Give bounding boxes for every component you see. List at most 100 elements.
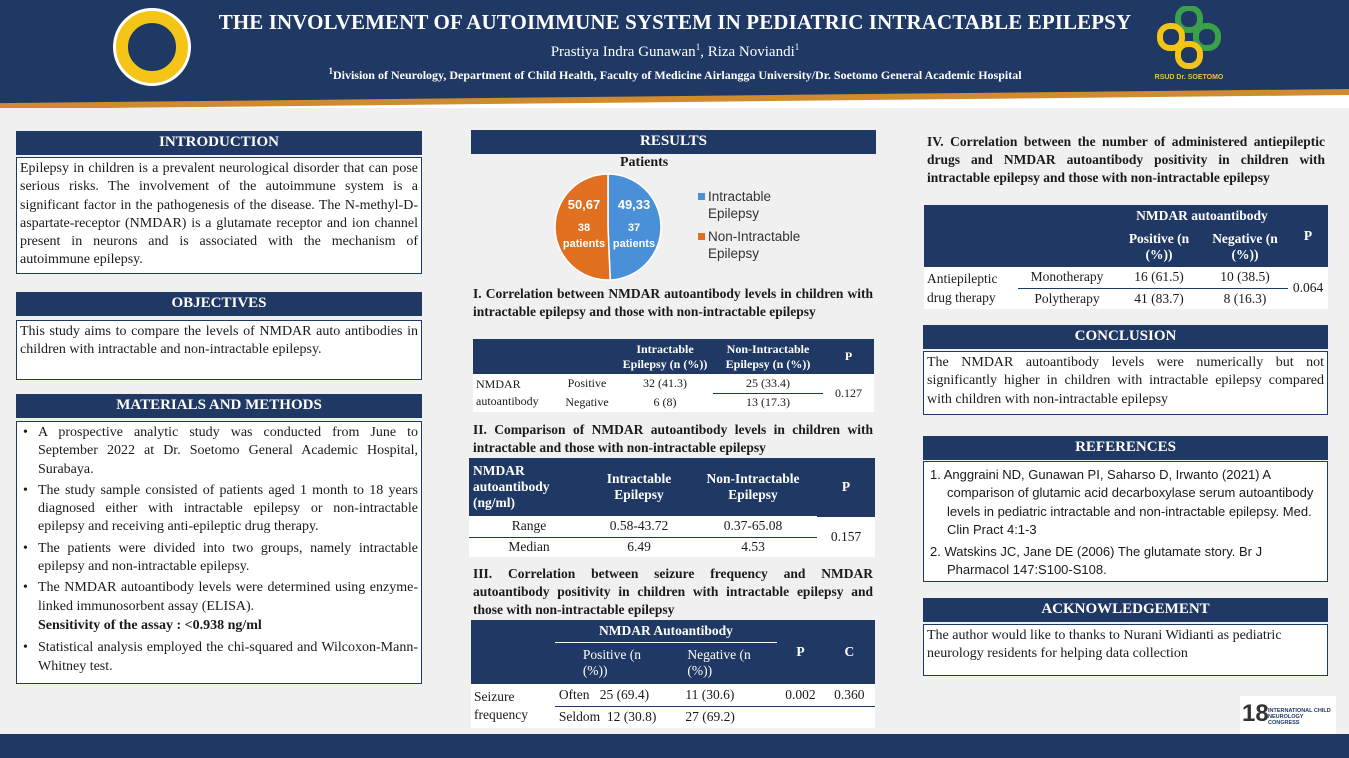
references-heading: REFERENCES bbox=[923, 436, 1328, 460]
hospital-logo-label: RSUD Dr. SOETOMO bbox=[1154, 74, 1224, 81]
legend-label: Non-Intractable Epilepsy bbox=[708, 229, 801, 261]
university-seal-logo bbox=[113, 8, 191, 86]
reference-item: 1. Anggraini ND, Gunawan PI, Saharso D, … bbox=[930, 467, 1314, 537]
t3-row1-positive: 25 (69.4) bbox=[599, 686, 650, 702]
pie-label-nonintractable-count: 38 bbox=[577, 222, 591, 234]
congress-logo: 18 INTERNATIONAL CHILD NEUROLOGY CONGRES… bbox=[1240, 696, 1336, 734]
methods-item: Statistical analysis employed the chi-sq… bbox=[20, 639, 418, 676]
t3-row1-label: Often bbox=[558, 686, 590, 702]
t2-header-intractable: Intractable Epilepsy bbox=[606, 471, 672, 502]
table2-title: II. Comparison of NMDAR autoantibody lev… bbox=[473, 422, 873, 455]
t1-row2-nonintractable: 13 (17.3) bbox=[746, 395, 790, 410]
t1-row2-intractable: 6 (8) bbox=[653, 395, 677, 409]
pie-label-intractable-unit: patients bbox=[612, 238, 656, 250]
hospital-logo-mark bbox=[1157, 5, 1221, 69]
t1-row1-label: Positive bbox=[567, 376, 607, 390]
t4-row-label: Antiepileptic drug therapy bbox=[927, 271, 998, 305]
t3-row2-label: Seldom bbox=[558, 709, 601, 725]
pie-legend: Intractable Epilepsy Non-Intractable Epi… bbox=[698, 188, 818, 268]
t1-row1-intractable: 32 (41.3) bbox=[643, 376, 687, 390]
t2-row2-intractable: 6.49 bbox=[627, 539, 651, 555]
t4-header-p: P bbox=[1303, 228, 1313, 243]
t3-header-positive: Positive (n (%)) bbox=[582, 647, 641, 679]
hospital-logo: RSUD Dr. SOETOMO bbox=[1150, 5, 1228, 94]
t2-row1-nonintractable: 0.37-65.08 bbox=[723, 518, 783, 534]
t3-row-label-text: Seizure frequency bbox=[474, 689, 528, 722]
t3-row2-negative: 27 (69.2) bbox=[685, 709, 735, 725]
t3-row1-negative: 11 (30.6) bbox=[685, 686, 735, 702]
t3-row2-positive: 12 (30.8) bbox=[606, 709, 657, 725]
t3-header-negative: Negative (n (%)) bbox=[687, 647, 751, 679]
t1-row-label: NMDAR autoantibody bbox=[476, 377, 539, 408]
t1-row2-label: Negative bbox=[565, 395, 609, 409]
author-1: Prastiya Indra Gunawan bbox=[550, 44, 696, 60]
t3-header-c: C bbox=[844, 644, 855, 659]
university-seal-center bbox=[126, 21, 178, 73]
affiliation: 1Division of Neurology, Department of Ch… bbox=[160, 66, 1190, 83]
table3-title: III. Correlation between seizure frequen… bbox=[473, 566, 873, 617]
t1-p-value: 0.127 bbox=[835, 385, 862, 400]
t4-p-value: 0.064 bbox=[1292, 280, 1324, 295]
t3-p-value: 0.002 bbox=[785, 686, 816, 702]
t4-corner bbox=[924, 205, 1116, 267]
methods-sensitivity: Sensitivity of the assay : <0.938 ng/ml bbox=[38, 617, 262, 633]
introduction-text: Epilepsy in children is a prevalent neur… bbox=[16, 157, 422, 274]
methods-item: A prospective analytic study was conduct… bbox=[20, 424, 418, 479]
author-2-affil: 1 bbox=[794, 42, 800, 52]
t4-header-negative: Negative (n (%)) bbox=[1212, 231, 1278, 262]
t3-c-value: 0.360 bbox=[834, 686, 865, 702]
poster-title: THE INVOLVEMENT OF AUTOIMMUNE SYSTEM IN … bbox=[218, 10, 1132, 34]
t4-row1-positive: 16 (61.5) bbox=[1134, 269, 1184, 285]
pie-label-nonintractable-pct: 50,67 bbox=[567, 197, 601, 212]
pie-label-nonintractable-unit: patients bbox=[562, 238, 606, 250]
t3-header-p: P bbox=[796, 644, 805, 659]
t3-row-label: Seizure frequency bbox=[471, 684, 555, 728]
objectives-heading: OBJECTIVES bbox=[16, 292, 422, 316]
poster-header: THE INVOLVEMENT OF AUTOIMMUNE SYSTEM IN … bbox=[0, 0, 1349, 108]
methods-list: A prospective analytic study was conduct… bbox=[20, 424, 418, 676]
t2-row2-nonintractable: 4.53 bbox=[741, 539, 765, 555]
author-2: Riza Noviandi bbox=[707, 44, 795, 60]
legend-label: Intractable Epilepsy bbox=[708, 189, 772, 221]
introduction-heading: INTRODUCTION bbox=[16, 131, 422, 155]
pie-slice-intractable bbox=[607, 173, 662, 281]
acknowledgement-text: The author would like to thanks to Nuran… bbox=[923, 624, 1328, 676]
methods-item: The study sample consisted of patients a… bbox=[20, 482, 418, 537]
t1-header-p: P bbox=[844, 349, 853, 363]
t2-p-value: 0.157 bbox=[817, 515, 875, 557]
t3-row1: Often 25 (69.4) bbox=[555, 684, 666, 706]
affiliation-text: Division of Neurology, Department of Chi… bbox=[332, 68, 1022, 82]
acknowledgement-heading: ACKNOWLEDGEMENT bbox=[923, 598, 1328, 622]
t4-row2-positive: 41 (83.7) bbox=[1134, 290, 1184, 306]
table1: Intractable Epilepsy (n (%)) Non-Intract… bbox=[473, 339, 874, 412]
t4-row1-label: Monotherapy bbox=[1030, 269, 1104, 285]
table4-title: IV. Correlation between the number of ad… bbox=[927, 134, 1325, 185]
authors-line: Prastiya Indra Gunawan1, Riza Noviandi1 bbox=[160, 42, 1190, 61]
t2-row1-intractable: 0.58-43.72 bbox=[609, 518, 669, 534]
pie-slice-nonintractable bbox=[554, 173, 612, 281]
t1-header-nonintractable: Non-Intractable Epilepsy (n (%)) bbox=[725, 341, 811, 371]
t1-corner bbox=[473, 339, 557, 374]
t4-row2-label: Polytherapy bbox=[1034, 290, 1100, 306]
t4-header-group: NMDAR autoantibody bbox=[1136, 208, 1268, 223]
t1-row1-nonintractable: 25 (33.4) bbox=[713, 374, 823, 394]
t4-row1-negative: 10 (38.5) bbox=[1220, 269, 1270, 285]
t1-header-intractable: Intractable Epilepsy (n (%)) bbox=[622, 341, 708, 371]
t2-header-nonintractable: Non-Intractable Epilepsy bbox=[706, 471, 800, 502]
t2-header-p: P bbox=[841, 478, 851, 494]
legend-item-nonintractable: Non-Intractable Epilepsy bbox=[698, 228, 818, 262]
legend-swatch-orange bbox=[698, 233, 705, 240]
table2: NMDAR autoantibody (ng/ml) Intractable E… bbox=[469, 458, 875, 557]
pie-label-intractable-count: 37 bbox=[627, 222, 641, 234]
references-box: 1. Anggraini ND, Gunawan PI, Saharso D, … bbox=[923, 461, 1328, 582]
methods-item: The patients were divided into two group… bbox=[20, 540, 418, 577]
t2-row2-label: Median bbox=[508, 539, 550, 555]
t3-empty-p bbox=[777, 706, 824, 728]
poster-footer bbox=[0, 734, 1349, 758]
table4: NMDAR autoantibody P Positive (n (%)) Ne… bbox=[924, 205, 1328, 309]
t3-header-group: NMDAR Autoantibody bbox=[554, 620, 778, 643]
affiliation-marker: 1 bbox=[328, 66, 333, 76]
legend-swatch-blue bbox=[698, 193, 705, 200]
author-1-affil: 1 bbox=[695, 42, 701, 52]
methods-heading: MATERIALS AND METHODS bbox=[16, 394, 422, 418]
